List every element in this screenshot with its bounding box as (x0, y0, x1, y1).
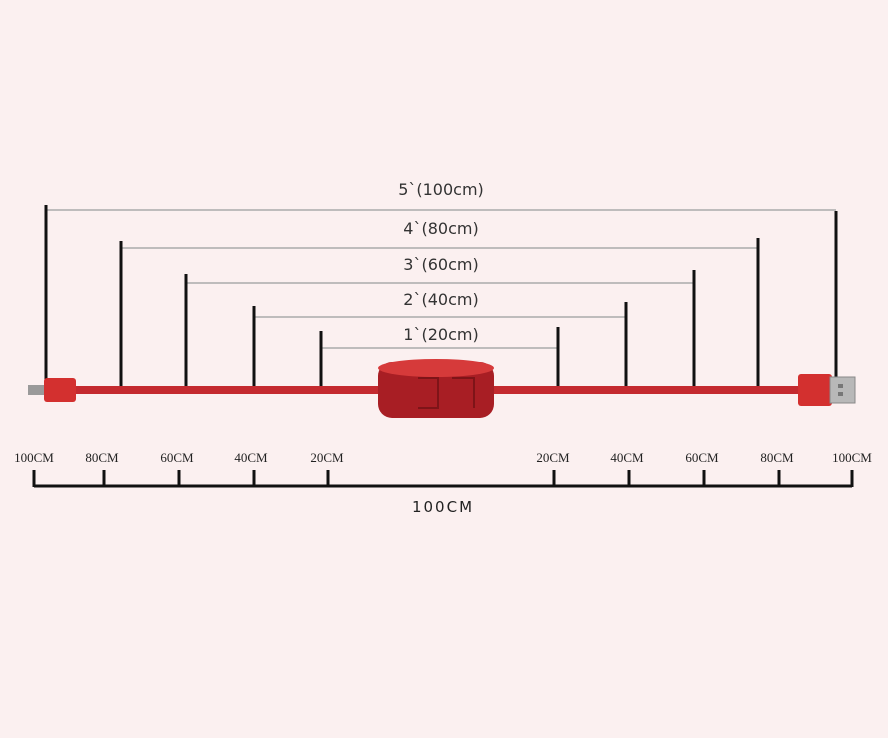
length-levels: 5`(100cm) 4`(80cm) 3`(60cm) 2`(40cm) 1`(… (44, 180, 838, 388)
level-label: 5`(100cm) (398, 180, 484, 199)
usb-hole (838, 392, 843, 396)
scale-label: 40CM (234, 450, 268, 465)
usb-plug (829, 376, 856, 404)
scale-label: 20CM (310, 450, 344, 465)
total-length: 100CM (412, 498, 474, 516)
scale-label: 60CM (160, 450, 194, 465)
usb-housing (798, 374, 832, 406)
level-label: 1`(20cm) (403, 325, 478, 344)
reel-body (378, 362, 494, 418)
level-label: 2`(40cm) (403, 290, 478, 309)
level-label: 4`(80cm) (403, 219, 478, 238)
usb-hole (838, 384, 843, 388)
scale-label: 80CM (760, 450, 794, 465)
micro-usb-housing (44, 378, 76, 402)
scale-label: 20CM (536, 450, 570, 465)
reel-detail (418, 377, 475, 409)
scale-label: 80CM (85, 450, 119, 465)
cable (28, 359, 856, 418)
scale-label: 100CM (832, 450, 872, 465)
scale-label: 100CM (14, 450, 54, 465)
scale: 100CM 80CM 60CM 40CM 20CM 20CM 40CM 60CM… (14, 450, 872, 516)
reel-top (378, 359, 494, 377)
scale-label: 60CM (685, 450, 719, 465)
level-label: 3`(60cm) (403, 255, 478, 274)
scale-label: 40CM (610, 450, 644, 465)
micro-usb-tip (28, 385, 46, 395)
